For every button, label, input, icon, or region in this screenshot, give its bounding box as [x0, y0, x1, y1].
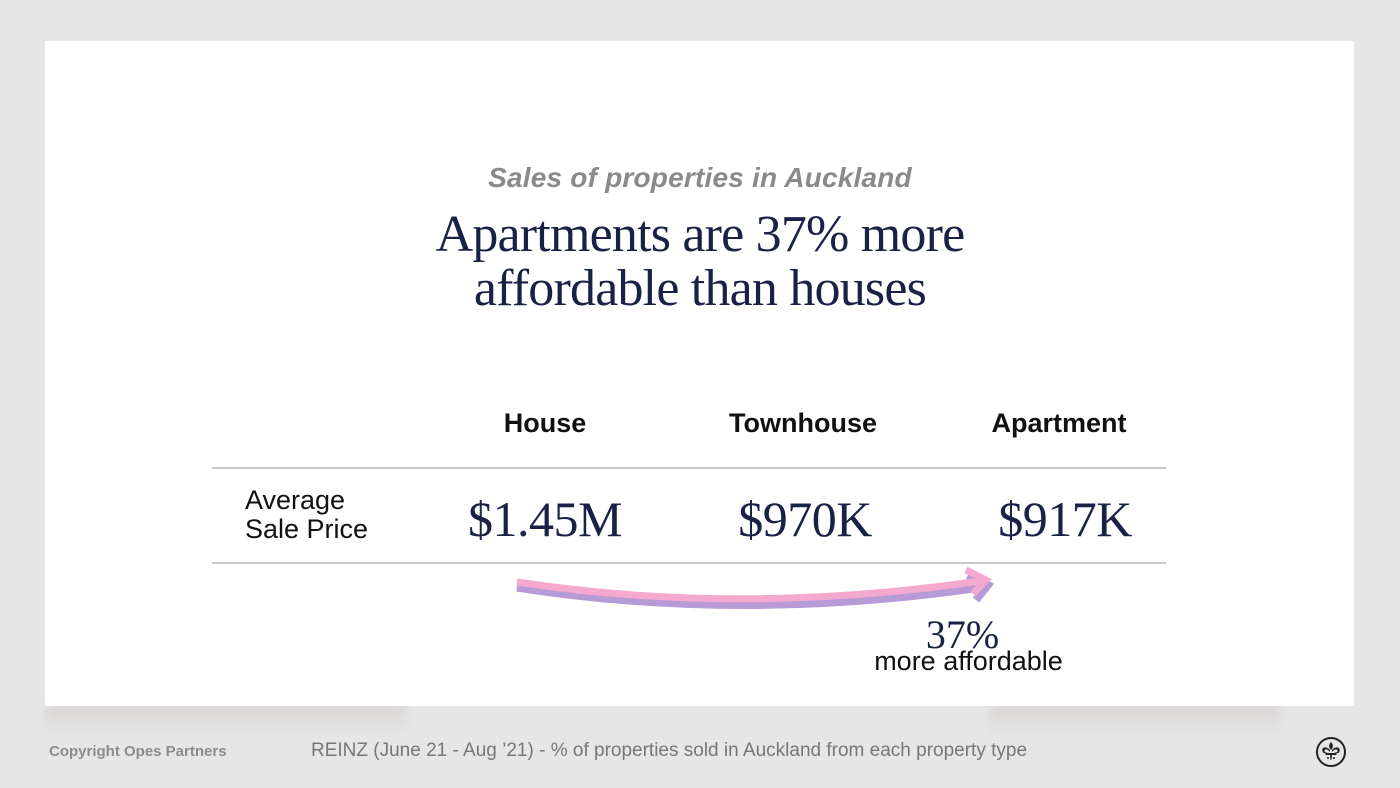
table-bottom-rule [212, 562, 1166, 564]
headline-line-2: affordable than houses [473, 260, 927, 317]
affordability-percent: 37% [925, 612, 1000, 657]
headline-line-1: Apartments are 37% more [435, 206, 966, 263]
footer-copyright: Copyright Opes Partners [49, 743, 227, 760]
price-house: $1.45M [468, 491, 622, 547]
slide-headline: Apartments are 37% more affordable than … [0, 208, 1400, 316]
slide-subtitle: Sales of properties in Auckland [488, 162, 912, 193]
table-top-rule [212, 467, 1166, 469]
row-label-line-2: Sale Price [245, 514, 369, 544]
fleur-de-lis-icon [1316, 737, 1346, 767]
affordability-label: more affordable [874, 646, 1063, 676]
row-label-average-sale-price: Average Sale Price [245, 486, 368, 544]
footer-source: REINZ (June 21 - Aug ’21) - % of propert… [311, 740, 1028, 761]
curved-arrow-icon [516, 566, 995, 609]
column-header-townhouse: Townhouse [729, 408, 877, 438]
card-shadow-right [990, 706, 1280, 734]
row-label-line-1: Average [245, 485, 346, 515]
card-shadow-left [45, 706, 405, 734]
price-townhouse: $970K [738, 491, 872, 547]
column-header-apartment: Apartment [991, 408, 1127, 438]
column-header-house: House [503, 408, 587, 438]
price-apartment: $917K [998, 491, 1132, 547]
